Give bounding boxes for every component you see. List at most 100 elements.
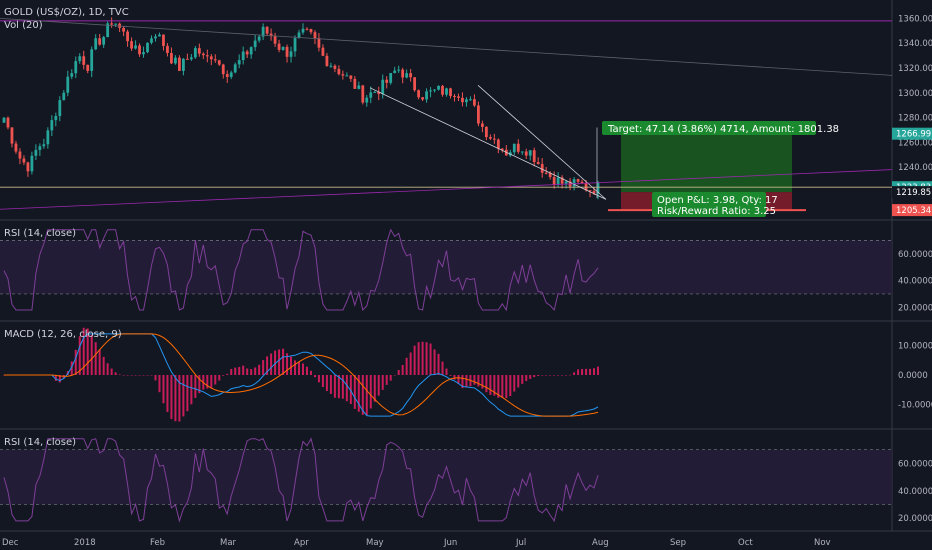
macd-histogram-bar [541,375,544,376]
candle [500,148,504,150]
macd-histogram-bar [54,375,57,381]
macd-histogram-bar [533,375,536,378]
candle [576,179,580,182]
macd-histogram-bar [561,375,564,376]
candle [520,151,524,153]
time-tick-label: Dec [2,538,19,548]
macd-histogram-bar [553,375,556,376]
candle [205,55,209,57]
macd-histogram-bar [158,375,161,393]
candle [38,146,42,150]
candle [178,57,181,71]
candle [289,51,293,57]
macd-histogram-bar [389,375,392,381]
macd-histogram-bar [126,375,129,376]
macd-histogram-bar [70,361,73,375]
candle [82,56,86,65]
candle [46,130,50,145]
candle [425,91,428,100]
axes: 1360.00 1340.00 1320.00 1300.00 1280.00 1260.… [2,14,932,548]
drawing-tools[interactable] [0,17,893,210]
macd-histogram-bar [393,375,396,376]
candle [273,36,277,44]
macd-histogram-bar [190,375,193,405]
candle [516,143,520,152]
candlestick-series [2,17,600,200]
macd-histogram-bar [421,341,424,375]
price-label-box [892,204,932,217]
macd-histogram-bar [325,375,328,392]
candle [313,32,317,39]
macd-histogram-bar [517,375,520,388]
candle [269,33,273,37]
macd-histogram-bar [381,375,384,390]
pnl-label: Open P&L: 3.98, Qty: 17 [657,195,778,206]
candle [349,75,353,79]
price-tick-label: 0.0000 [898,371,928,381]
candle [401,69,405,78]
macd-histogram-bar [305,366,308,375]
candle [253,40,257,48]
candle [421,97,424,100]
macd-histogram-bar [425,342,428,375]
candle [584,183,588,191]
candle [365,97,369,103]
candle [469,99,472,101]
candle [126,31,129,42]
macd-histogram-bar [214,375,217,385]
candle [114,23,118,25]
candle [405,73,409,78]
macd-histogram-bar [409,352,412,375]
rsi-title-2: RSI (14, close) [4,437,76,448]
macd-histogram-bar [206,375,209,389]
macd-histogram-bar [365,375,368,415]
chart-title: GOLD (US$/OZ), 1D, TVC [4,7,129,18]
macd-histogram-bar [329,375,332,394]
candle [229,72,233,77]
macd-histogram-bar [337,375,340,399]
macd-histogram-bar [282,348,285,375]
macd-histogram-bar [174,375,177,422]
candle [249,47,253,55]
macd-histogram-bar [106,363,109,375]
time-tick-label: Mar [220,538,237,548]
price-tick-label: 10.0000 [898,342,932,352]
macd-histogram-bar [549,375,552,376]
candle [241,51,245,61]
candle [385,79,389,83]
macd-title: MACD (12, 26, close, 9) [4,329,122,340]
macd-histogram-bar [246,368,249,375]
candle [480,123,484,127]
candle [50,120,54,131]
macd-histogram-bar [142,375,145,376]
candle [134,45,137,49]
candle [297,32,301,39]
time-tick-label: Jun [443,538,457,548]
candle [532,150,536,163]
candle [58,100,62,116]
macd-histogram-bar [118,374,121,375]
candle [70,73,74,77]
macd-histogram-bar [581,369,584,375]
macd-histogram-bar [545,375,548,376]
time-tick-label: Sep [670,538,686,548]
candle [30,155,34,172]
macd-histogram-bar [433,349,436,375]
macd-histogram-bar [58,375,61,383]
candle [321,47,325,56]
candle [381,79,385,94]
candle [580,181,584,184]
candle [174,57,177,64]
candle [98,38,102,45]
candle [572,179,576,187]
candle [441,85,444,95]
candle [257,36,261,41]
macd-histogram-bar [234,367,237,375]
price-tick-label: 1280.00 [898,114,932,124]
target-label-box [602,121,816,135]
macd-histogram-bar [401,364,404,375]
macd-histogram-bar [222,375,225,376]
macd-histogram-bar [130,375,133,376]
candle [237,60,241,65]
